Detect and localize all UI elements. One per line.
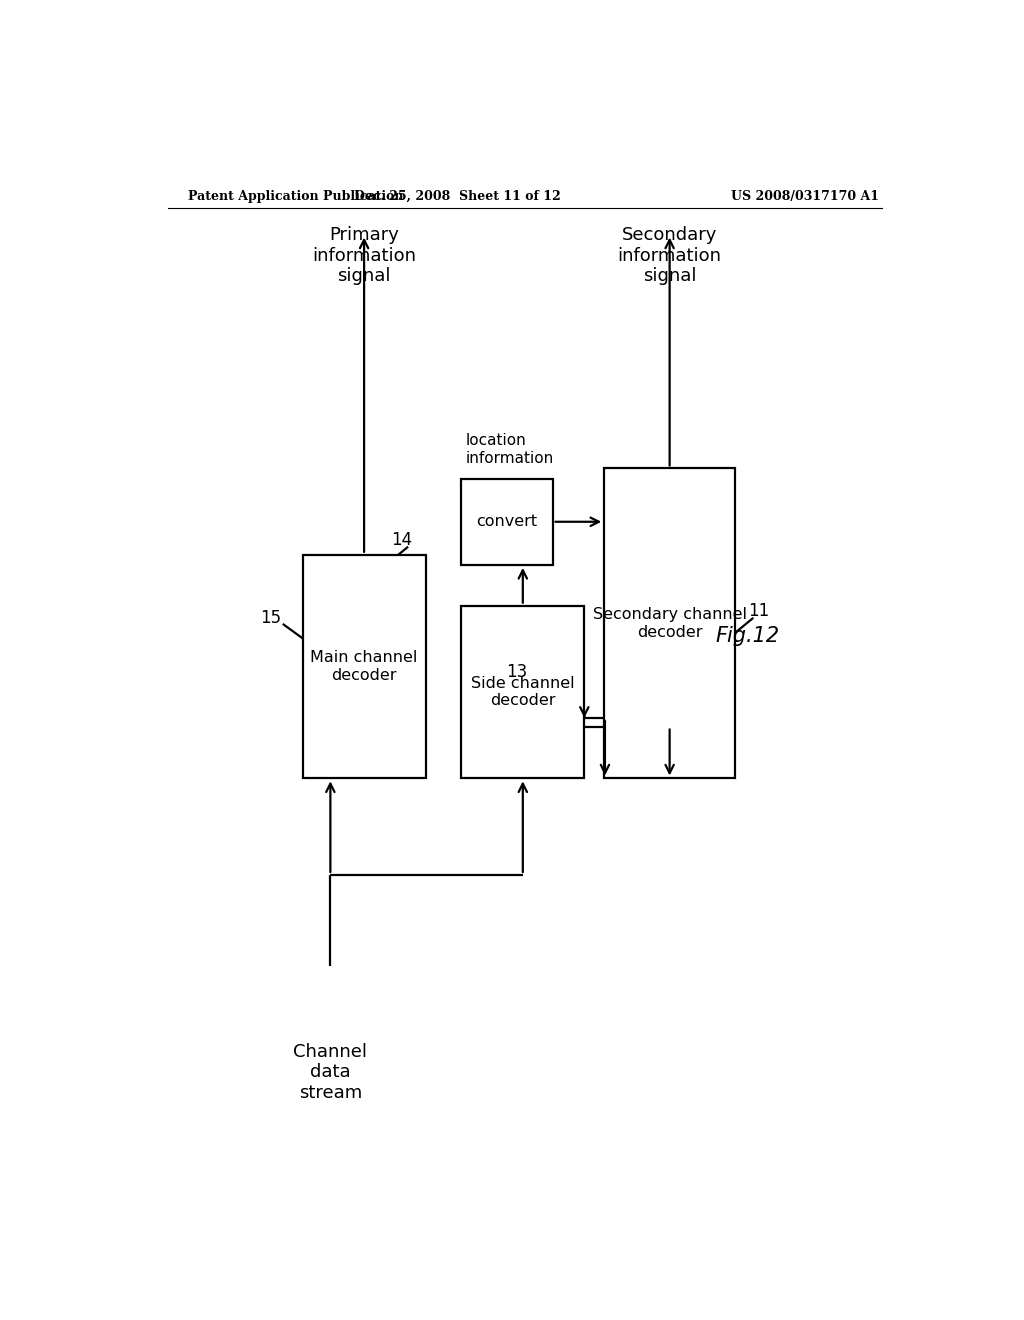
Bar: [461, 479, 553, 565]
Bar: [461, 606, 585, 779]
Text: convert: convert: [476, 515, 538, 529]
Text: 14: 14: [391, 531, 413, 549]
Bar: [604, 469, 735, 779]
Text: Side channel
decoder: Side channel decoder: [471, 676, 574, 709]
Text: location
information: location information: [466, 433, 554, 466]
Text: US 2008/0317170 A1: US 2008/0317170 A1: [731, 190, 880, 202]
Text: Patent Application Publication: Patent Application Publication: [187, 190, 403, 202]
Text: Dec. 25, 2008  Sheet 11 of 12: Dec. 25, 2008 Sheet 11 of 12: [354, 190, 561, 202]
Text: Secondary channel
decoder: Secondary channel decoder: [593, 607, 746, 640]
Text: Primary
information
signal: Primary information signal: [312, 226, 416, 285]
Text: Secondary
information
signal: Secondary information signal: [617, 226, 722, 285]
Text: Channel
data
stream: Channel data stream: [293, 1043, 368, 1102]
Text: Fig.12: Fig.12: [715, 626, 779, 645]
Text: Main channel
decoder: Main channel decoder: [310, 651, 418, 682]
Bar: [303, 554, 426, 779]
Text: 15: 15: [260, 609, 282, 627]
Text: 11: 11: [749, 602, 770, 619]
Text: 13: 13: [506, 663, 527, 681]
